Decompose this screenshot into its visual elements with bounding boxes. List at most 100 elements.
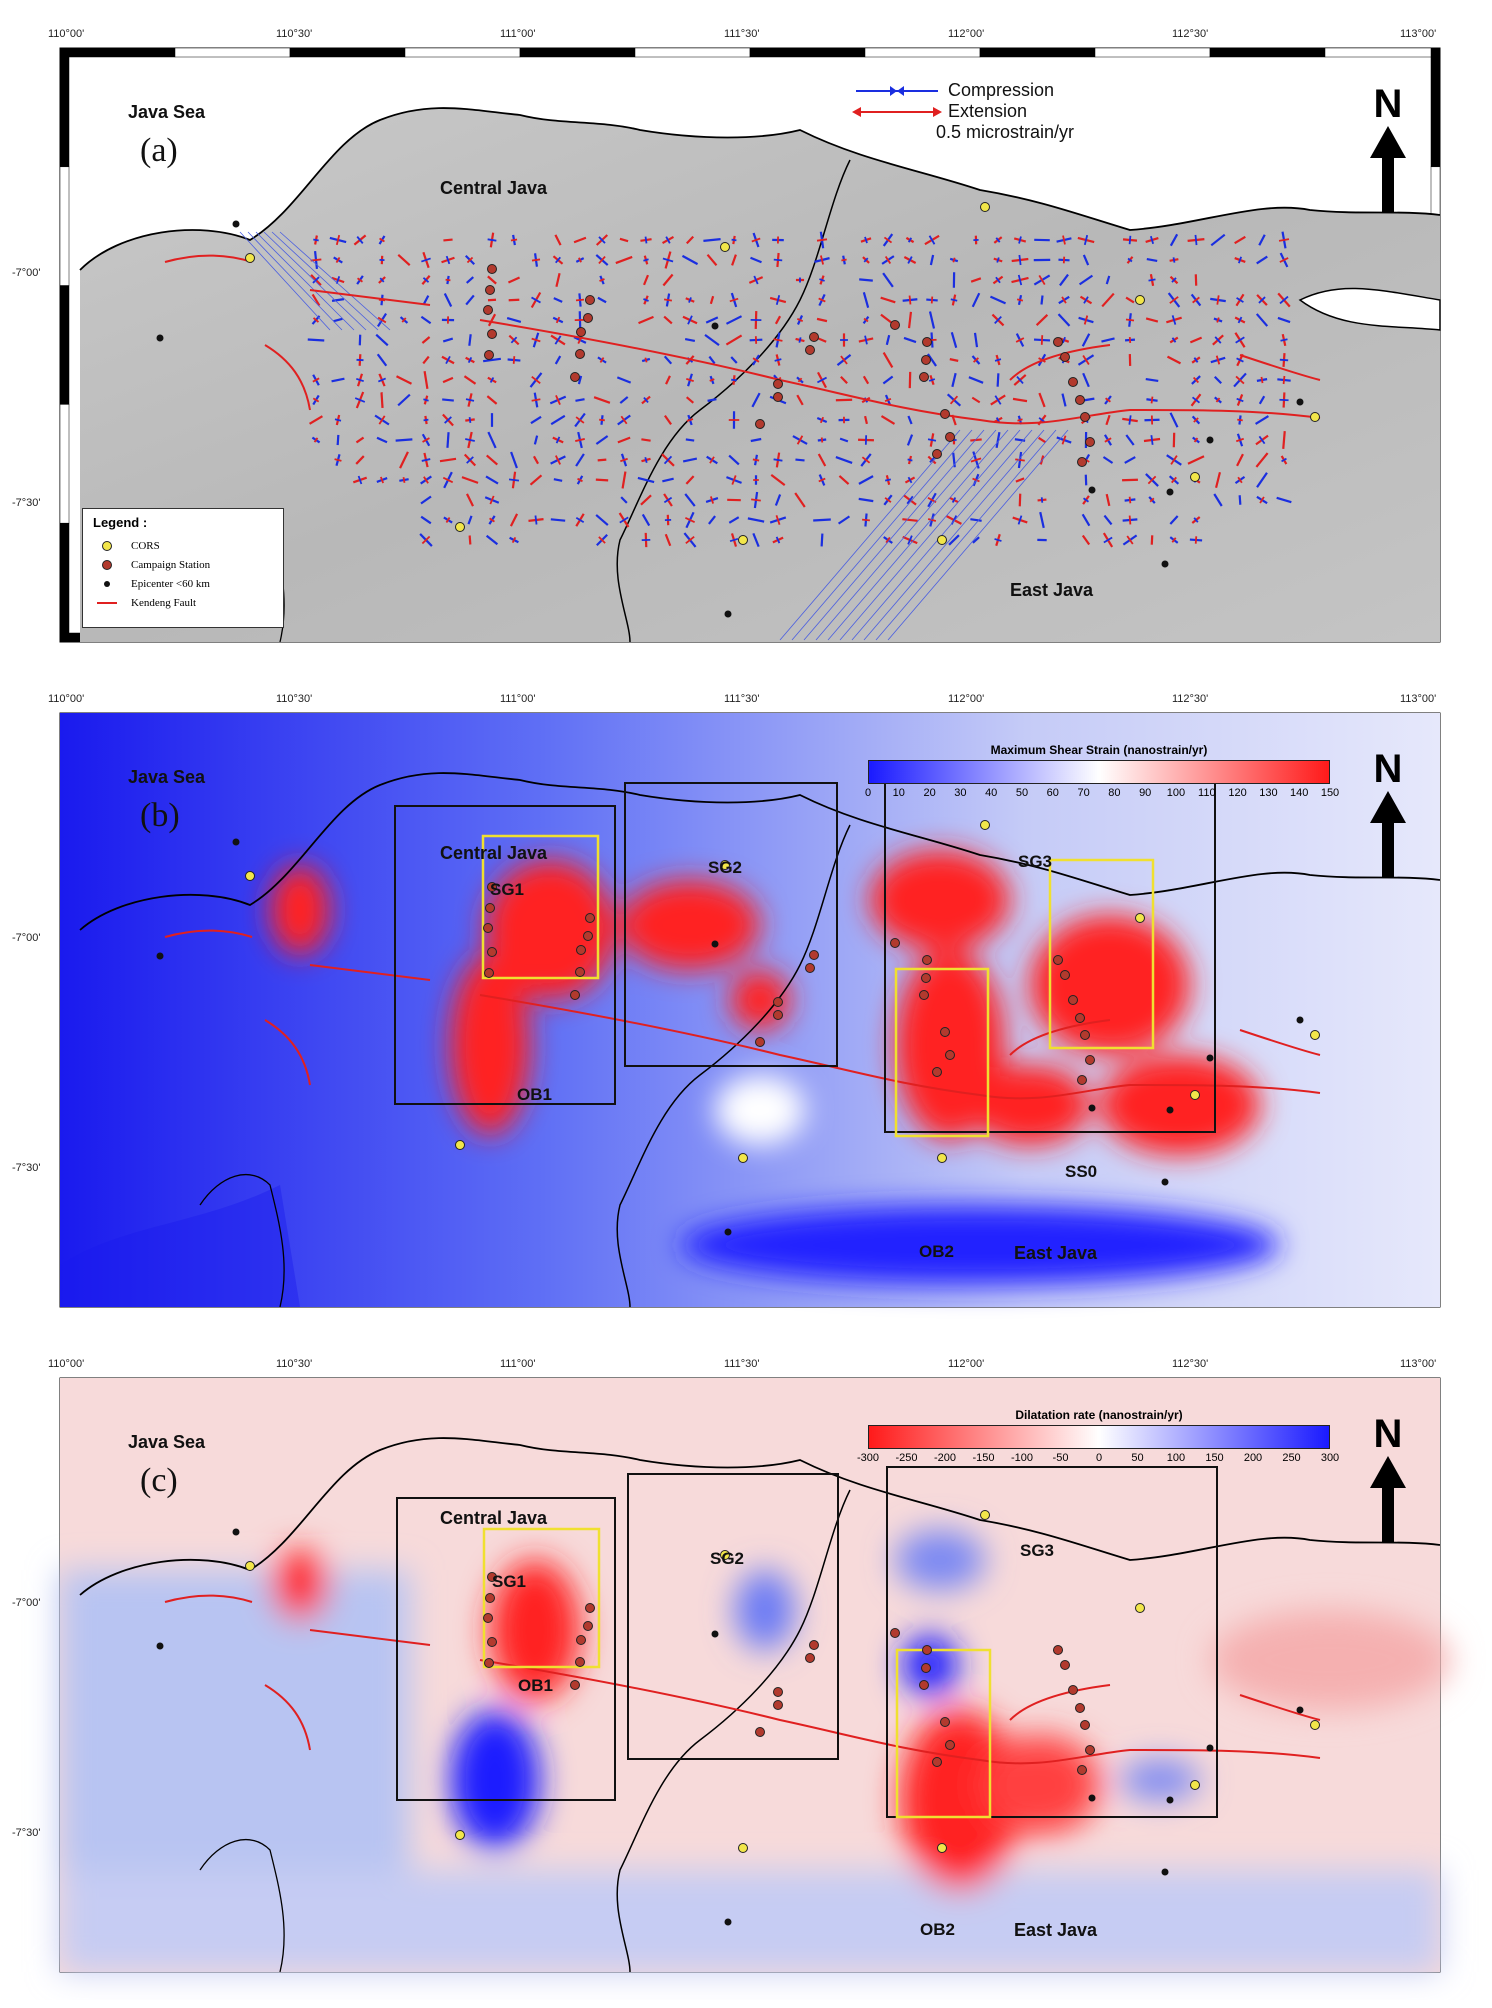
extension-vector <box>731 254 737 266</box>
kendeng-fault-line <box>309 964 431 981</box>
legend-item-epicenter: Epicenter <60 km <box>97 574 283 593</box>
extension-vector <box>686 418 694 422</box>
extension-vector <box>377 316 387 324</box>
compression-vector <box>1150 435 1154 445</box>
cors-station-marker <box>937 535 947 545</box>
compression-vector <box>703 238 721 242</box>
north-arrow-icon <box>1370 791 1406 877</box>
extension-vector <box>773 338 783 342</box>
compression-vector <box>1146 257 1158 263</box>
compression-vector <box>775 295 781 305</box>
extension-vector <box>863 317 869 323</box>
compression-vector <box>994 358 1002 362</box>
colorbar-tick-label: 150 <box>1320 787 1340 799</box>
epicenter-marker <box>156 334 164 342</box>
frame-segment <box>749 47 866 58</box>
lon-tick: 111°00' <box>500 693 536 705</box>
extension-vector <box>908 295 912 305</box>
extension-vector <box>816 238 828 242</box>
extension-vector <box>1236 453 1244 467</box>
cors-icon <box>102 540 112 551</box>
compression-vector <box>747 517 765 523</box>
extension-vector <box>423 476 429 484</box>
extension-vector <box>1171 537 1177 543</box>
campaign-station-marker <box>483 1613 493 1623</box>
compression-vector <box>928 235 936 245</box>
extension-vector <box>1215 355 1221 365</box>
lat-tick: -7°30' <box>12 1162 41 1174</box>
compression-vector <box>553 297 563 303</box>
extension-vector <box>422 355 430 365</box>
compression-vector <box>1105 275 1111 285</box>
compression-vector <box>929 457 935 463</box>
campaign-station-marker <box>922 1645 932 1655</box>
campaign-station-marker <box>755 1037 765 1047</box>
extension-vector <box>399 451 409 469</box>
extension-vector <box>882 351 894 369</box>
compression-vector <box>336 434 340 446</box>
compression-vector <box>465 276 475 284</box>
frame-segment <box>289 47 406 58</box>
compression-vector <box>950 298 958 302</box>
frame-segment <box>59 166 70 286</box>
campaign-station-marker <box>483 923 493 933</box>
campaign-station-marker <box>945 432 955 442</box>
compression-vector <box>1018 236 1022 244</box>
compression-vector <box>1171 337 1177 343</box>
compression-vector <box>813 518 831 522</box>
lon-tick: 110°00' <box>48 28 85 40</box>
colorbar-tick-label: 100 <box>1166 1452 1186 1464</box>
compression-vector <box>616 376 632 384</box>
compression-vector <box>595 435 609 445</box>
colorbar-ticks: 0 10 20 30 40 50 60 70 80 90 100 110 120 130 140 150 <box>865 784 1339 800</box>
ob2-label: OB2 <box>920 1920 955 1939</box>
compression-vector <box>555 436 561 444</box>
kendeng-fault-line <box>1009 344 1111 381</box>
campaign-station-marker <box>932 1067 942 1077</box>
extension-vector <box>902 518 918 522</box>
cors-station-marker <box>1135 913 1145 923</box>
compression-vector <box>837 515 851 525</box>
kendeng-fault-line <box>264 1684 311 1751</box>
compression-vector <box>948 534 960 546</box>
compression-vector <box>1040 497 1044 503</box>
compression-vector <box>682 457 698 463</box>
campaign-station-marker <box>1085 437 1095 447</box>
extension-vector <box>466 256 474 264</box>
cors-station-marker <box>245 871 255 881</box>
compression-trajectory <box>247 231 343 331</box>
ob1-label: OB1 <box>518 1676 553 1695</box>
epicenter-marker <box>1166 488 1174 496</box>
compression-vector <box>577 375 583 385</box>
extension-vector <box>1128 515 1132 525</box>
colorbar-tick-label: 300 <box>1320 1452 1340 1464</box>
compression-vector <box>973 332 979 348</box>
compression-vector <box>730 356 738 364</box>
extension-vector <box>379 476 385 484</box>
compression-vector <box>994 538 1002 542</box>
compression-vector <box>1169 412 1179 428</box>
compression-vector <box>1213 493 1223 507</box>
panel-b: 110°00' 110°30' 111°00' 111°30' 112°00' … <box>0 665 1492 1325</box>
panel-b-kendeng-faults <box>164 929 1321 1100</box>
campaign-station-marker <box>585 295 595 305</box>
extension-vector <box>439 457 457 463</box>
compression-vector <box>421 257 431 263</box>
epicenter-marker <box>1296 398 1304 406</box>
extension-vector <box>1035 314 1049 326</box>
compression-vector <box>950 332 958 348</box>
extension-vector <box>1282 431 1286 449</box>
cors-station-marker <box>738 535 748 545</box>
extension-vector <box>619 237 629 243</box>
extension-vector <box>818 297 826 303</box>
compression-vector <box>663 455 673 465</box>
extension-vector <box>685 235 695 245</box>
compression-vector <box>1103 536 1113 544</box>
compression-vector <box>421 458 431 462</box>
campaign-station-marker <box>1077 1075 1087 1085</box>
compression-vector <box>773 258 783 262</box>
extension-vector <box>509 513 519 527</box>
compression-vector <box>465 398 475 402</box>
compression-vector <box>864 335 868 345</box>
legend-item-campaign: Campaign Station <box>97 555 283 574</box>
